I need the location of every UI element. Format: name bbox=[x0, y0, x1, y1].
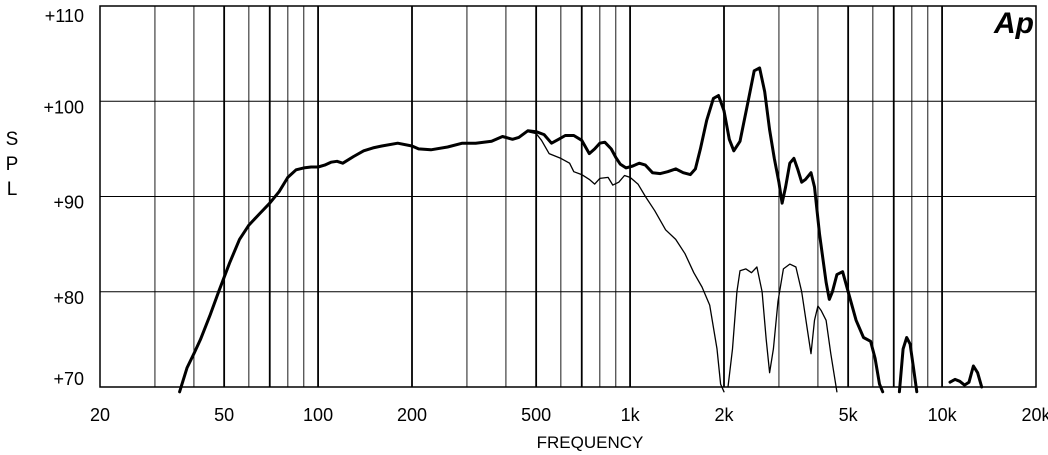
y-axis-label-char: L bbox=[7, 179, 18, 200]
y-axis-label-char: P bbox=[6, 154, 19, 175]
y-tick-label: +110 bbox=[45, 6, 84, 26]
y-tick-label: +90 bbox=[53, 193, 84, 213]
x-tick-label: 50 bbox=[214, 405, 234, 425]
x-tick-label: 5k bbox=[839, 405, 859, 425]
x-tick-label: 500 bbox=[521, 405, 551, 425]
grid-layer bbox=[100, 6, 1036, 387]
x-tick-label: 20 bbox=[90, 405, 110, 425]
curve-thick-2 bbox=[897, 336, 919, 394]
x-tick-label: 200 bbox=[397, 405, 427, 425]
curve-thick-3 bbox=[948, 364, 984, 389]
y-tick-label: +100 bbox=[43, 97, 84, 117]
curves-layer bbox=[178, 66, 984, 394]
y-tick-label: +70 bbox=[53, 369, 84, 389]
plot-frame bbox=[99, 5, 1037, 388]
x-tick-labels: 20 50 100 200 500 1k 2k 5k 10k 20k bbox=[90, 405, 1048, 425]
curve-thick-1 bbox=[178, 66, 885, 394]
y-tick-label: +80 bbox=[53, 288, 84, 308]
curve-thin-5 bbox=[727, 263, 838, 393]
brand-logo: Ap bbox=[993, 7, 1034, 40]
y-axis-label-char: S bbox=[6, 129, 19, 150]
curve-thin-4 bbox=[527, 131, 725, 393]
x-tick-label: 2k bbox=[714, 405, 734, 425]
y-tick-labels: +70 +80 +90 +100 +110 bbox=[43, 6, 84, 389]
x-tick-label: 20k bbox=[1021, 405, 1048, 425]
x-tick-label: 100 bbox=[303, 405, 333, 425]
x-tick-label: 10k bbox=[928, 405, 958, 425]
x-tick-label: 1k bbox=[621, 405, 641, 425]
x-axis-label: FREQUENCY bbox=[537, 433, 644, 452]
